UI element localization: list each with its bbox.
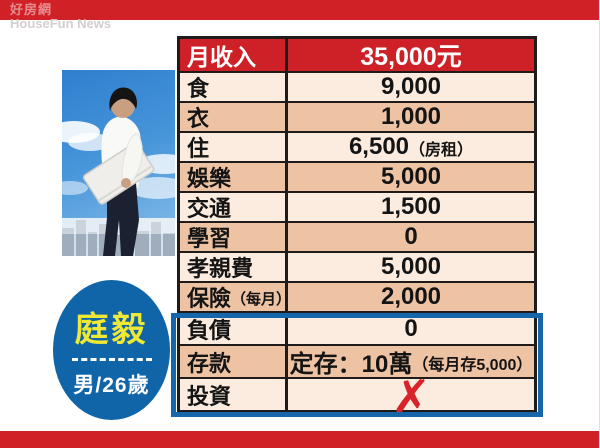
row-value-main: 定存：10萬 [289, 351, 413, 378]
row-value-note: （每月存5,000） [412, 356, 533, 374]
row-value: 6,500 （房租） [288, 133, 534, 161]
row-label-main: 保險 [187, 286, 232, 311]
table-row-clothing: 衣 1,000 [180, 103, 534, 133]
table-row-debt: 負債 0 [180, 313, 534, 346]
row-label: 負債 [180, 313, 288, 344]
badge-divider [71, 357, 152, 361]
row-value-note: （房租） [409, 142, 474, 159]
row-label: 存款 [180, 346, 288, 377]
row-value: 0 [404, 314, 418, 342]
table-row-learning: 學習 0 [180, 223, 534, 253]
row-label: 保險 （每月） [180, 283, 292, 311]
watermark-line2: HouseFun News [10, 16, 112, 31]
row-value: 定存：10萬 （每月存5,000） [288, 346, 534, 378]
row-label: 投資 [180, 379, 288, 410]
row-value: 2,000 [380, 283, 442, 310]
table-row-savings: 存款 定存：10萬 （每月存5,000） [180, 346, 534, 379]
row-label: 娛樂 [180, 163, 288, 191]
top-red-band [0, 0, 599, 20]
row-label: 孝親費 [180, 253, 288, 281]
person-figure [83, 87, 155, 256]
row-value: 1,000 [380, 103, 442, 130]
table-header-row: 月收入 35,000元 [180, 39, 534, 73]
header-label: 月收入 [180, 39, 288, 71]
row-value: 5,000 [380, 253, 442, 280]
row-value: 0 [404, 223, 418, 250]
row-label: 食 [180, 73, 288, 101]
table-row-insurance: 保險 （每月） 2,000 [180, 283, 534, 313]
name-badge: 庭毅 男/26歲 [53, 280, 170, 420]
badge-name: 庭毅 [74, 310, 149, 349]
bottom-red-band [0, 431, 599, 448]
row-value: 1,500 [380, 193, 442, 220]
badge-gender-age: 男/26歲 [73, 373, 150, 397]
row-value-main: 6,500 [348, 133, 410, 160]
row-value: 9,000 [380, 73, 442, 100]
row-value: ✗ [288, 375, 534, 423]
watermark: 好房網 HouseFun News [10, 3, 111, 31]
table-row-entertainment: 娛樂 5,000 [180, 163, 534, 193]
table-row-food: 食 9,000 [180, 73, 534, 103]
table-row-investment: 投資 ✗ [180, 375, 534, 423]
row-label: 衣 [180, 103, 288, 131]
person-illustration [62, 87, 175, 256]
x-mark-icon: ✗ [390, 372, 432, 426]
row-label: 學習 [180, 223, 288, 251]
header-value: 35,000元 [360, 43, 462, 71]
row-value: 5,000 [380, 163, 442, 190]
table-row-housing: 住 6,500 （房租） [180, 133, 534, 163]
row-label: 住 [180, 133, 288, 161]
table-row-filial-payment: 孝親費 5,000 [180, 253, 534, 283]
finance-table: 月收入 35,000元 食 9,000 衣 1,000 住 6,500 （房租） … [177, 36, 537, 423]
row-label: 交通 [180, 193, 288, 221]
watermark-line1: 好房網 [10, 2, 53, 17]
table-row-transport: 交通 1,500 [180, 193, 534, 223]
row-label-note: （每月） [231, 290, 292, 308]
profile-photo [62, 70, 175, 256]
